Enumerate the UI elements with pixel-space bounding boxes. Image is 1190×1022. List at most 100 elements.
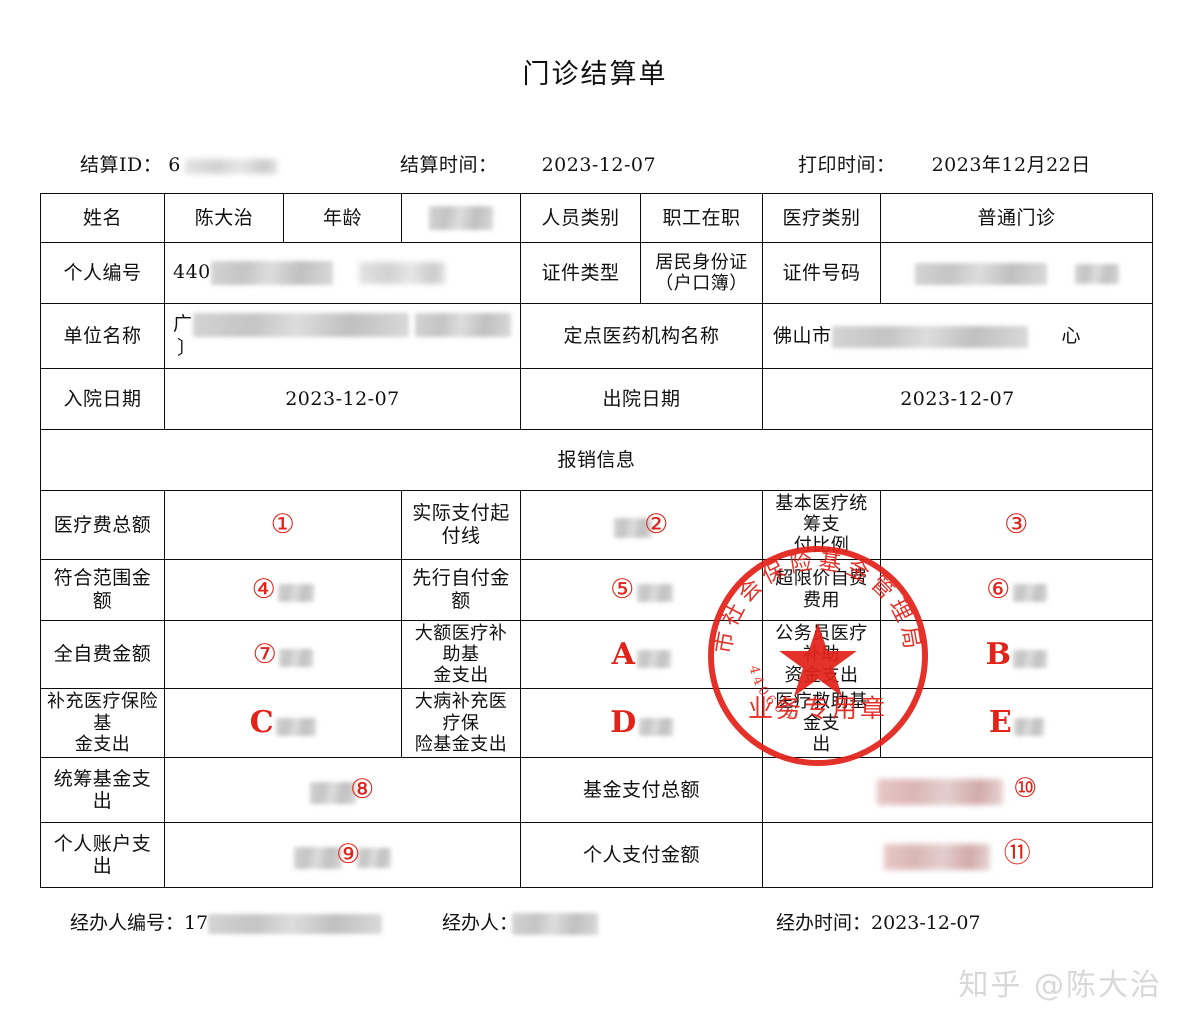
- cell-selfpay-value: ⑦: [164, 619, 402, 690]
- annotation-mark-c: C: [249, 705, 275, 741]
- cell-prepaid-value: ⑤: [520, 558, 763, 621]
- meta-header-row: 结算ID： 6 结算时间： 2023-12-07 打印时间： 2023年12月2…: [40, 150, 1150, 178]
- pool-ratio-label-line2: 付比例: [793, 535, 850, 557]
- civil-subsidy-line2: 资金支出: [784, 665, 859, 687]
- cell-personal-payment-label: 个人支付金额: [520, 822, 763, 889]
- cell-total-fund-label: 基金支付总额: [520, 757, 763, 824]
- annotation-mark-6: ⑥: [986, 574, 1011, 605]
- cell-prepaid-label: 先行自付金额: [401, 558, 521, 621]
- cell-cert-type-label: 证件类型: [520, 242, 641, 304]
- cell-overlimit-value: ⑥: [880, 558, 1153, 621]
- settlement-time-field: 结算时间： 2023-12-07: [400, 150, 656, 177]
- cell-personal-account-value: ⑨: [164, 822, 521, 889]
- cell-assistance-value: E: [880, 688, 1153, 759]
- cell-total-fee-label: 医疗费总额: [40, 490, 165, 560]
- cell-supplementary-label: 补充医疗保险基 金支出: [40, 688, 165, 759]
- civil-subsidy-line1: 公务员医疗补助: [775, 622, 868, 665]
- cell-total-fund-value: ⑩: [762, 757, 1153, 824]
- serious-illness-line1: 大病补充医疗保: [414, 691, 508, 734]
- annotation-mark-5: ⑤: [610, 574, 635, 605]
- cell-supplementary-value: C: [164, 688, 402, 759]
- settlement-id-label: 结算ID：: [80, 154, 163, 176]
- cell-deductible-value: ②: [520, 490, 763, 560]
- cell-unit-value: 广〕: [164, 303, 521, 369]
- watermark: 知乎 @陈大治: [958, 968, 1162, 1003]
- cell-name-value: 陈大治: [164, 193, 284, 243]
- cert-type-line1: 居民身份证: [655, 251, 748, 273]
- cell-large-subsidy-value: A: [520, 619, 763, 690]
- table-row-reimb-3: 全自费金额 ⑦ 大额医疗补助基 金支出 A 公务员医疗补助 资金支出 B: [40, 619, 1153, 690]
- operator-field: 经办人：: [442, 908, 599, 935]
- supplementary-line2: 金支出: [74, 733, 131, 755]
- annotation-mark-b: B: [985, 636, 1012, 672]
- cell-admit-label: 入院日期: [40, 368, 165, 430]
- cell-inscope-value: ④: [164, 558, 402, 621]
- settlement-id-field: 结算ID： 6: [80, 150, 277, 177]
- cell-overlimit-label: 超限价自费费用: [762, 558, 881, 621]
- cell-personal-no-value: 440: [164, 242, 521, 304]
- unit-value-prefix: 广: [173, 312, 193, 335]
- table-row-total-1: 统筹基金支出 ⑧ 基金支付总额 ⑩: [40, 757, 1153, 824]
- table-row-section-title: 报销信息: [40, 429, 1153, 491]
- pool-ratio-label-line1: 基本医疗统筹支: [775, 493, 868, 536]
- footer-row: 经办人编号：17 经办人： 经办时间：2023-12-07: [70, 908, 1130, 936]
- assistance-line1: 医疗救助基金支: [775, 691, 868, 734]
- settlement-id-value: 6: [168, 154, 181, 176]
- cell-age-value: [401, 193, 521, 243]
- cell-selfpay-label: 全自费金额: [40, 619, 165, 690]
- cell-medical-type-label: 医疗类别: [762, 193, 881, 243]
- operate-time-value: 2023-12-07: [871, 912, 981, 934]
- cell-assistance-label: 医疗救助基金支 出: [762, 688, 881, 759]
- settlement-time-value: 2023-12-07: [541, 154, 657, 176]
- cell-civil-subsidy-label: 公务员医疗补助 资金支出: [762, 619, 881, 690]
- operator-label: 经办人：: [442, 912, 519, 934]
- cell-section-title: 报销信息: [40, 429, 1153, 491]
- annotation-mark-3: ③: [1004, 509, 1029, 541]
- cell-personal-payment-value: ⑪: [762, 822, 1153, 889]
- table-row-dates: 入院日期 2023-12-07 出院日期 2023-12-07: [40, 368, 1153, 430]
- cell-medical-type-value: 普通门诊: [880, 193, 1153, 243]
- annotation-mark-2: ②: [644, 509, 669, 541]
- operate-time-label: 经办时间：: [776, 912, 872, 934]
- cell-deductible-label: 实际支付起付线: [401, 490, 521, 560]
- personal-no-prefix: 440: [173, 261, 211, 283]
- cert-type-line2: （户口簿）: [655, 273, 748, 294]
- operator-no-field: 经办人编号：17: [70, 908, 383, 935]
- table-row-basic-info: 姓名 陈大治 年龄 人员类别 职工在职 医疗类别 普通门诊: [40, 193, 1153, 243]
- table-row-reimb-2: 符合范围金额 ④ 先行自付金额 ⑤ 超限价自费费用 ⑥: [40, 558, 1153, 621]
- cell-cert-type-value: 居民身份证 （户口簿）: [640, 242, 763, 304]
- cell-pooled-fund-value: ⑧: [164, 757, 521, 824]
- cell-person-type-value: 职工在职: [640, 193, 763, 243]
- annotation-mark-4: ④: [251, 574, 277, 605]
- cell-institution-label: 定点医药机构名称: [520, 303, 763, 369]
- operator-no-value: 17: [184, 912, 209, 934]
- cell-discharge-label: 出院日期: [520, 368, 763, 430]
- table-row-reimb-4: 补充医疗保险基 金支出 C 大病补充医疗保 险基金支出 D 医疗救助基金支 出: [40, 688, 1153, 759]
- table-row-reimb-1: 医疗费总额 ① 实际支付起付线 ② 基本医疗统筹支 付比例 ③: [40, 490, 1153, 560]
- assistance-line2: 出: [812, 733, 831, 755]
- cell-total-fee-value: ①: [164, 490, 402, 560]
- annotation-mark-e: E: [988, 705, 1013, 741]
- annotation-mark-d: D: [610, 705, 637, 741]
- large-subsidy-line2: 金支出: [433, 665, 489, 687]
- large-subsidy-line1: 大额医疗补助基: [414, 622, 508, 665]
- serious-illness-line2: 险基金支出: [414, 733, 508, 755]
- cell-pooled-fund-label: 统筹基金支出: [40, 757, 165, 824]
- institution-value-prefix: 佛山市: [773, 324, 832, 347]
- page-title: 门诊结算单: [522, 59, 668, 90]
- institution-value-tail: 心: [1061, 324, 1082, 347]
- cell-person-type-label: 人员类别: [520, 193, 641, 243]
- supplementary-line1: 补充医疗保险基: [47, 691, 158, 734]
- cell-cert-no-value: [880, 242, 1153, 304]
- cell-institution-value: 佛山市 心: [762, 303, 1153, 369]
- cell-unit-label: 单位名称: [40, 303, 165, 369]
- print-time-value: 2023年12月22日: [931, 154, 1091, 176]
- table-row-identity: 个人编号 440 证件类型 居民身份证 （户口簿） 证件号码: [40, 242, 1153, 304]
- cell-pool-ratio-label: 基本医疗统筹支 付比例: [762, 490, 881, 560]
- print-time-label: 打印时间：: [798, 154, 896, 176]
- settlement-table: 姓名 陈大治 年龄 人员类别 职工在职 医疗类别 普通门诊 个人编号 440 证…: [40, 193, 1153, 889]
- annotation-mark-9: ⑨: [336, 839, 361, 871]
- cell-age-label: 年龄: [283, 193, 402, 243]
- cell-serious-illness-label: 大病补充医疗保 险基金支出: [401, 688, 521, 759]
